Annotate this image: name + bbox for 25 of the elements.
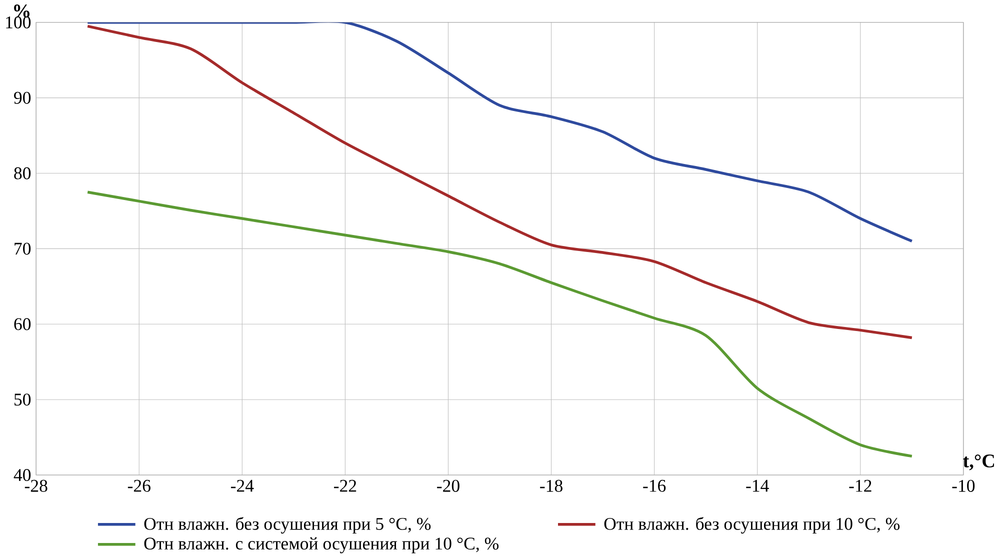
legend-label: Отн влажн. с системой осушения при 10 °С, % [144, 537, 499, 554]
line-series [86, 24, 914, 340]
x-tick-label: -22 [334, 480, 356, 492]
y-tick-label: 60 [14, 318, 31, 330]
y-tick-label: 90 [14, 92, 31, 104]
x-tick-label: -14 [746, 480, 769, 492]
x-tick-label: -28 [24, 480, 48, 492]
y-tick-label: 40 [14, 469, 31, 482]
y-axis-title: % [14, 4, 30, 18]
line-series [86, 190, 914, 458]
x-tick-label: -20 [437, 480, 460, 492]
y-tick-label: 100 [6, 16, 31, 28]
y-tick-label: 80 [14, 167, 31, 180]
x-tick-label: -16 [643, 480, 666, 492]
x-tick-label: -10 [952, 480, 975, 492]
y-tick-label: 50 [14, 394, 31, 406]
x-tick-label: -26 [128, 480, 150, 492]
x-tick-label: -12 [849, 480, 872, 492]
x-axis-title: t,°C [963, 454, 994, 470]
legend-label: Отн влажн. без осушения при 10 °С, % [604, 517, 900, 534]
x-tick-label: -24 [230, 480, 254, 492]
y-tick-label: 70 [14, 242, 31, 255]
line-series [86, 22, 914, 243]
x-tick-label: -18 [540, 480, 562, 492]
legend-label: Отн влажн. без осушения при 5 °С, % [144, 517, 431, 534]
